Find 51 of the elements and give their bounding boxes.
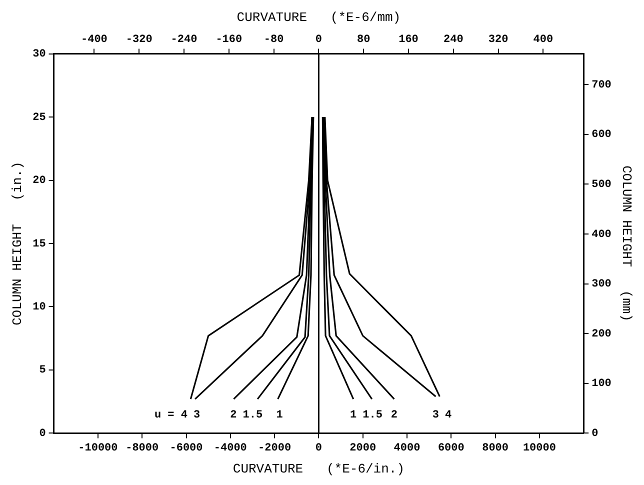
x-tick-label: -8000 <box>126 442 159 455</box>
y-tick-label: 30 <box>32 48 46 61</box>
x-tick-label: 2000 <box>350 442 376 455</box>
y2-tick-label: 400 <box>592 228 612 241</box>
y2-tick-label: 600 <box>592 129 612 142</box>
x-tick-label: 8000 <box>482 442 508 455</box>
x-tick-label: -4000 <box>214 442 247 455</box>
x2-tick-label: 0 <box>315 34 322 46</box>
y-tick-label: 10 <box>32 302 46 314</box>
series-label: 2 <box>230 409 237 422</box>
series-label: 1.5 <box>242 409 263 422</box>
y-tick-label: 0 <box>39 428 46 440</box>
y2-tick-label: 0 <box>592 428 598 440</box>
y-tick-label: 25 <box>32 112 46 124</box>
x2-tick-label: -400 <box>81 34 108 46</box>
y2-axis-title: COLUMN HEIGHT (mm) <box>618 165 634 322</box>
x2-tick-label: 400 <box>533 34 554 46</box>
x-tick-label: 10000 <box>522 442 556 455</box>
series-label: 1 <box>276 409 284 422</box>
x2-tick-label: 160 <box>398 34 418 46</box>
y-tick-label: 5 <box>39 364 46 377</box>
series-label: 3 <box>193 409 200 422</box>
x-tick-label: 4000 <box>394 442 420 455</box>
x2-axis-title: CURVATURE (*E-6/mm) <box>236 10 401 26</box>
y2-tick-label: 100 <box>592 378 612 390</box>
x-tick-label: -6000 <box>170 442 203 455</box>
x2-tick-label: 80 <box>356 34 370 46</box>
y2-tick-label: 700 <box>592 79 612 92</box>
series-label: 2 <box>390 409 398 422</box>
series-label: 4 <box>444 409 452 422</box>
x2-tick-label: -240 <box>170 34 198 46</box>
x-tick-label: 6000 <box>438 442 464 455</box>
x2-tick-label: -320 <box>126 34 152 46</box>
x-tick-label: -2000 <box>258 442 292 455</box>
x2-tick-label: -80 <box>264 34 284 46</box>
y-axis-title: COLUMN HEIGHT (in.) <box>10 162 26 326</box>
y2-tick-label: 500 <box>592 179 612 192</box>
x-tick-label: -10000 <box>78 442 118 455</box>
x2-tick-label: 320 <box>488 34 508 46</box>
series-label: 1 <box>350 409 358 422</box>
series-label: 1.5 <box>362 409 383 422</box>
y-tick-label: 20 <box>32 175 46 188</box>
series-label: u = 4 <box>154 409 188 422</box>
y2-tick-label: 200 <box>592 328 612 340</box>
y-tick-label: 15 <box>32 238 46 250</box>
x-axis-title: CURVATURE (*E-6/in.) <box>232 462 405 477</box>
series-label: 3 <box>432 409 440 422</box>
x-tick-label: 0 <box>315 442 322 455</box>
x2-tick-label: -160 <box>216 34 242 46</box>
y2-tick-label: 300 <box>592 278 612 291</box>
x2-tick-label: 240 <box>443 34 464 46</box>
